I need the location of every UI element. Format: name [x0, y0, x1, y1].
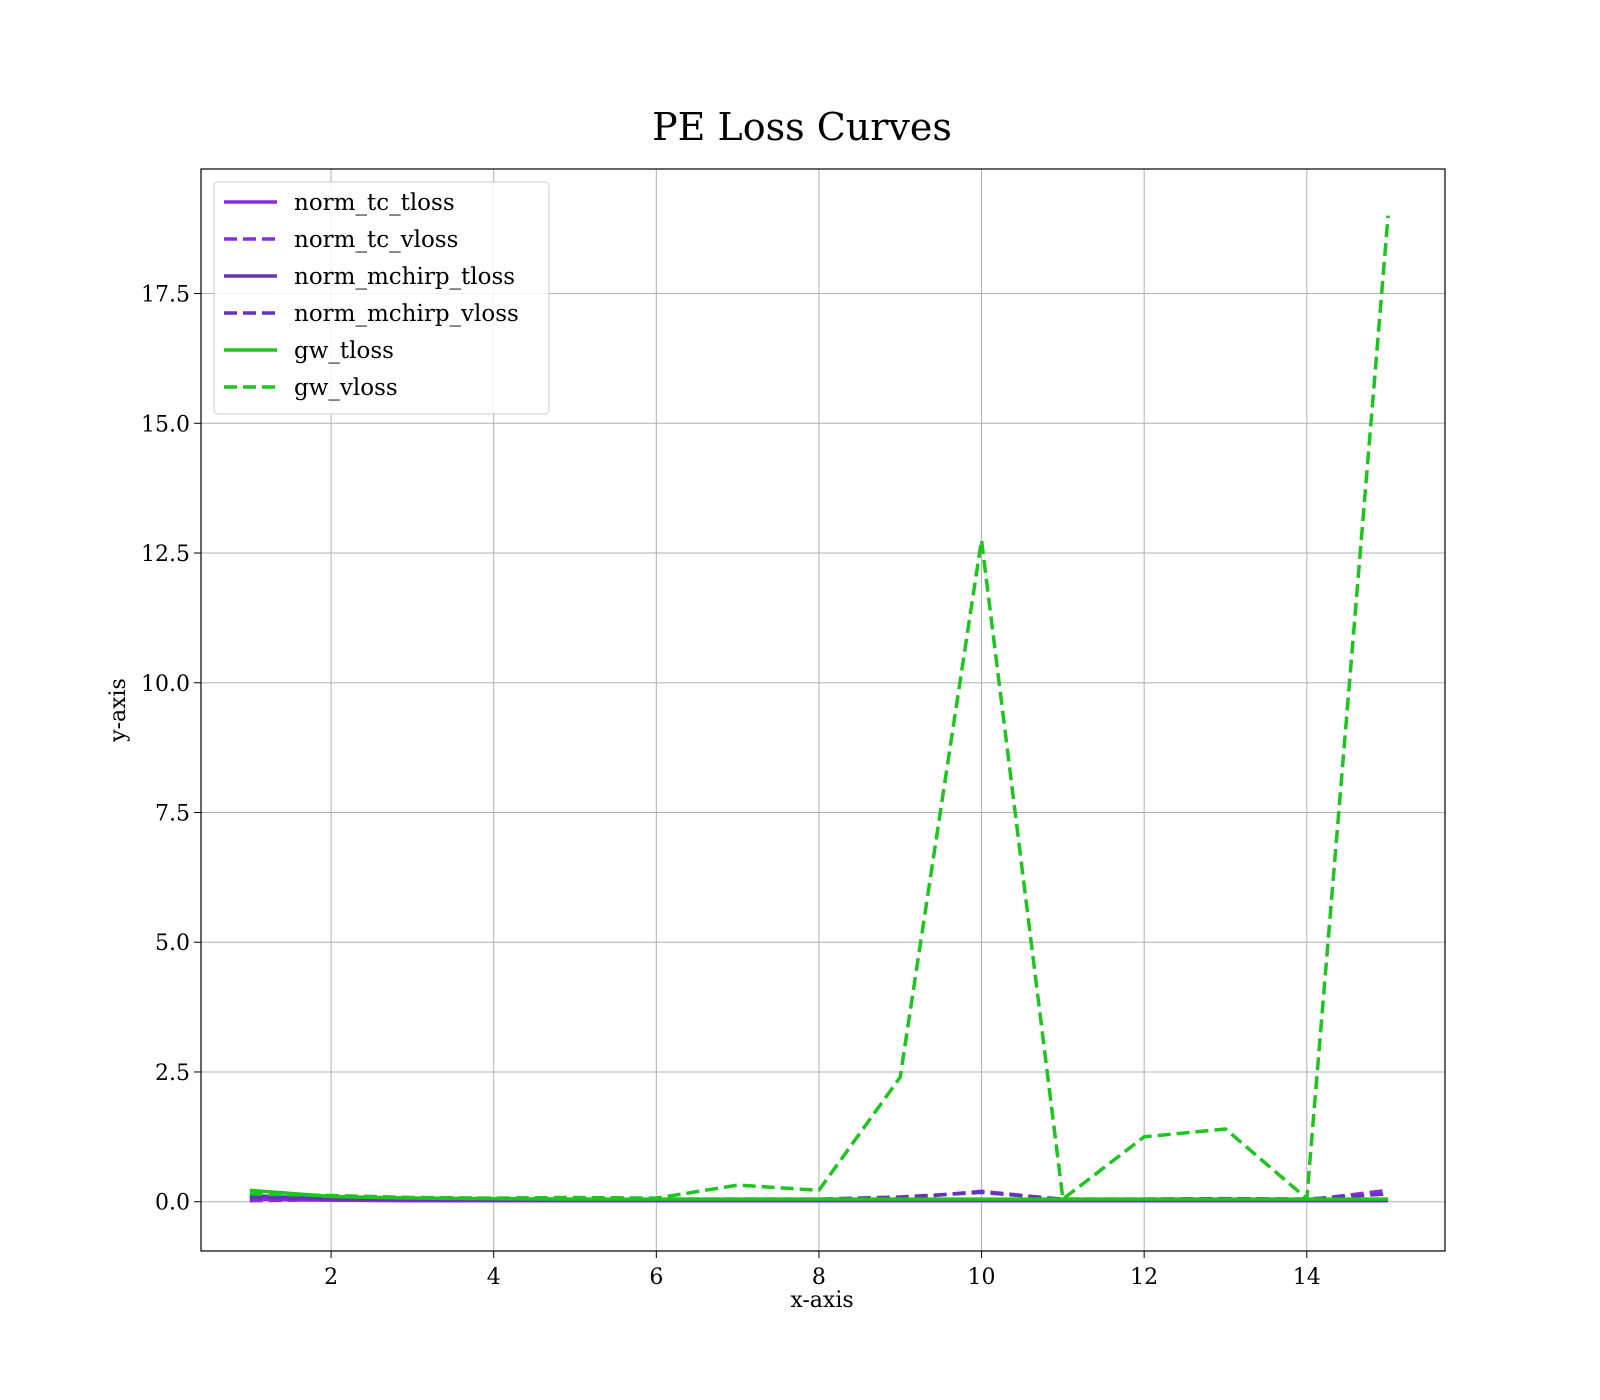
y-tick-label: 15.0: [141, 412, 190, 437]
legend-label-norm-tc-vloss: norm_tc_vloss: [294, 227, 458, 253]
legend-label-gw-tloss: gw_tloss: [294, 338, 394, 364]
y-tick-label: 5.0: [155, 931, 190, 956]
y-tick-label: 0.0: [155, 1191, 190, 1216]
x-tick-label: 4: [487, 1265, 501, 1290]
x-tick-label: 14: [1293, 1265, 1321, 1290]
legend-box: [213, 181, 550, 415]
y-axis-label: y-axis: [106, 678, 131, 743]
legend-label-gw-vloss: gw_vloss: [294, 375, 398, 401]
y-tick-label: 12.5: [141, 542, 190, 567]
x-tick-label: 12: [1130, 1265, 1158, 1290]
series-line-gw-vloss: [249, 215, 1390, 1201]
legend-label-norm-mchirp-tloss: norm_mchirp_tloss: [294, 264, 515, 290]
chart-title: PE Loss Curves: [652, 105, 952, 149]
grid-layer: [201, 169, 1445, 1251]
legend: norm_tc_tloss norm_tc_vloss norm_mchirp_tl…: [213, 181, 550, 415]
ticks-layer: 2 4 6 8 10 12 14 0.0 2.5 5.0 7.5 10.0 12.5 15.0 17.5: [141, 283, 1321, 1290]
x-tick-label: 2: [324, 1265, 338, 1290]
y-tick-label: 2.5: [155, 1061, 190, 1086]
y-tick-label: 10.0: [141, 672, 190, 697]
y-tick-label: 7.5: [155, 801, 190, 826]
series-line-gw-tloss: [249, 1188, 1389, 1201]
x-tick-label: 6: [649, 1265, 663, 1290]
legend-label-norm-mchirp-vloss: norm_mchirp_vloss: [294, 301, 519, 327]
x-axis-label: x-axis: [790, 1288, 853, 1313]
x-tick-label: 8: [812, 1265, 826, 1290]
x-tick-label: 10: [968, 1265, 996, 1290]
series-layer: [249, 215, 1390, 1203]
plot-frame: [200, 168, 1446, 1252]
legend-label-norm-tc-tloss: norm_tc_tloss: [294, 190, 455, 216]
y-tick-label: 17.5: [141, 283, 190, 308]
